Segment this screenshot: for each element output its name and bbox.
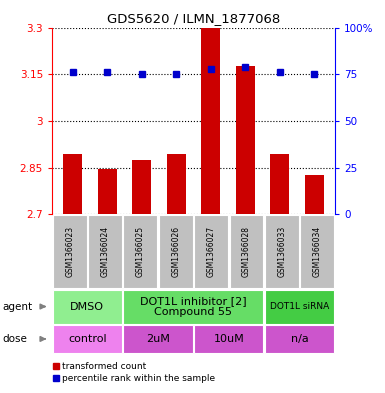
Bar <box>159 215 193 288</box>
Bar <box>124 290 263 323</box>
Text: 10uM: 10uM <box>213 334 244 344</box>
Bar <box>124 325 193 353</box>
Text: GSM1366027: GSM1366027 <box>207 226 216 277</box>
Bar <box>300 215 334 288</box>
Text: control: control <box>68 334 107 344</box>
Bar <box>88 215 122 288</box>
Text: GSM1366028: GSM1366028 <box>242 226 251 277</box>
Bar <box>265 215 299 288</box>
Text: 2uM: 2uM <box>146 334 170 344</box>
Bar <box>236 66 255 214</box>
Bar <box>63 154 82 214</box>
Text: agent: agent <box>2 301 32 312</box>
Bar <box>194 215 228 288</box>
Text: GSM1366026: GSM1366026 <box>171 226 180 277</box>
Bar <box>270 154 289 214</box>
Text: n/a: n/a <box>291 334 308 344</box>
Bar <box>201 28 220 214</box>
Bar <box>53 290 122 323</box>
Bar <box>265 325 334 353</box>
Bar <box>305 175 324 214</box>
Bar <box>167 154 186 214</box>
Bar <box>53 325 122 353</box>
Title: GDS5620 / ILMN_1877068: GDS5620 / ILMN_1877068 <box>107 12 280 25</box>
Text: GSM1366025: GSM1366025 <box>136 226 145 277</box>
Text: GSM1366024: GSM1366024 <box>100 226 110 277</box>
Bar <box>194 325 263 353</box>
Bar <box>229 215 263 288</box>
Bar <box>53 215 87 288</box>
Bar <box>124 215 157 288</box>
Text: DMSO: DMSO <box>70 301 104 312</box>
Bar <box>98 169 117 214</box>
Bar <box>265 290 334 323</box>
Text: GSM1366034: GSM1366034 <box>313 226 322 277</box>
Text: GSM1366023: GSM1366023 <box>65 226 74 277</box>
Bar <box>132 160 151 214</box>
Text: DOT1L inhibitor [2]
Compound 55: DOT1L inhibitor [2] Compound 55 <box>140 296 247 317</box>
Text: GSM1366033: GSM1366033 <box>277 226 286 277</box>
Text: dose: dose <box>2 334 27 344</box>
Legend: transformed count, percentile rank within the sample: transformed count, percentile rank withi… <box>49 358 219 387</box>
Text: DOT1L siRNA: DOT1L siRNA <box>270 302 329 311</box>
